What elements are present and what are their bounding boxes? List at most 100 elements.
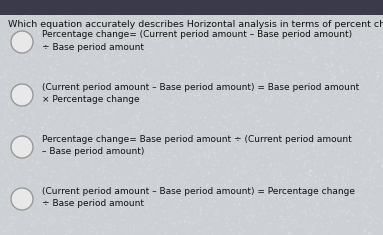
Point <box>266 61 272 64</box>
Point <box>219 76 226 80</box>
Point <box>93 153 99 157</box>
Point <box>157 145 163 149</box>
Point <box>371 202 377 206</box>
Point <box>322 148 328 152</box>
Point <box>281 217 287 221</box>
Point <box>149 46 155 50</box>
Point <box>83 81 90 85</box>
Point <box>29 44 36 48</box>
Point <box>93 16 99 20</box>
Point <box>134 86 140 90</box>
Point <box>239 129 245 133</box>
Point <box>318 215 324 219</box>
Point <box>233 199 239 202</box>
Point <box>224 165 230 168</box>
Point <box>43 41 49 45</box>
Point <box>141 67 147 71</box>
Point <box>330 76 336 80</box>
Point <box>242 49 249 52</box>
Point <box>138 97 144 101</box>
Point <box>328 78 334 81</box>
Point <box>244 192 250 195</box>
Point <box>42 168 48 172</box>
Point <box>72 87 78 91</box>
Point <box>181 219 187 223</box>
Point <box>268 93 274 96</box>
Point <box>165 136 172 139</box>
Point <box>236 145 242 149</box>
Point <box>112 96 118 100</box>
Point <box>264 78 270 81</box>
Point <box>27 44 33 48</box>
Point <box>227 113 233 117</box>
Point <box>309 143 316 147</box>
Point <box>65 3 71 7</box>
Point <box>108 119 114 123</box>
Point <box>27 91 33 95</box>
Point <box>209 44 215 48</box>
Point <box>340 118 347 122</box>
Point <box>160 110 166 114</box>
Point <box>349 213 355 217</box>
Point <box>193 36 199 40</box>
Point <box>92 194 98 198</box>
Point <box>143 123 149 127</box>
Point <box>307 168 313 172</box>
Point <box>0 74 3 78</box>
Point <box>329 49 335 53</box>
Point <box>319 209 326 213</box>
Point <box>113 65 119 68</box>
Point <box>233 192 239 195</box>
Point <box>65 190 71 193</box>
Point <box>251 4 257 8</box>
Point <box>296 72 302 76</box>
Point <box>273 56 280 60</box>
Point <box>139 176 145 179</box>
Point <box>272 135 278 139</box>
Point <box>119 218 125 222</box>
Point <box>232 20 238 24</box>
Point <box>169 113 175 117</box>
Point <box>103 42 109 46</box>
Point <box>13 71 19 74</box>
Point <box>50 72 56 76</box>
Point <box>262 191 268 194</box>
Point <box>144 29 150 33</box>
Point <box>303 134 309 138</box>
Point <box>24 100 30 104</box>
Point <box>270 82 277 86</box>
Point <box>193 161 199 165</box>
Point <box>91 226 97 230</box>
Point <box>47 127 53 130</box>
Point <box>10 205 16 209</box>
Point <box>125 121 131 125</box>
Point <box>134 22 140 26</box>
Point <box>252 40 259 44</box>
Point <box>95 132 101 136</box>
Point <box>312 142 318 145</box>
Point <box>55 135 61 138</box>
Point <box>3 68 9 72</box>
Point <box>41 25 47 28</box>
Point <box>17 56 23 59</box>
Point <box>313 153 319 156</box>
Point <box>18 159 24 163</box>
Point <box>280 220 286 224</box>
Point <box>237 141 243 145</box>
Point <box>92 150 98 153</box>
Point <box>350 89 356 93</box>
Point <box>309 101 316 104</box>
Point <box>31 86 37 90</box>
Point <box>221 183 227 187</box>
Point <box>228 178 234 182</box>
Point <box>95 176 101 180</box>
Point <box>107 218 113 222</box>
Point <box>282 95 288 99</box>
Point <box>60 105 66 109</box>
Point <box>180 53 186 56</box>
Point <box>0 13 6 17</box>
Point <box>314 129 321 132</box>
Point <box>235 195 241 198</box>
Point <box>59 176 65 180</box>
Point <box>246 64 252 68</box>
